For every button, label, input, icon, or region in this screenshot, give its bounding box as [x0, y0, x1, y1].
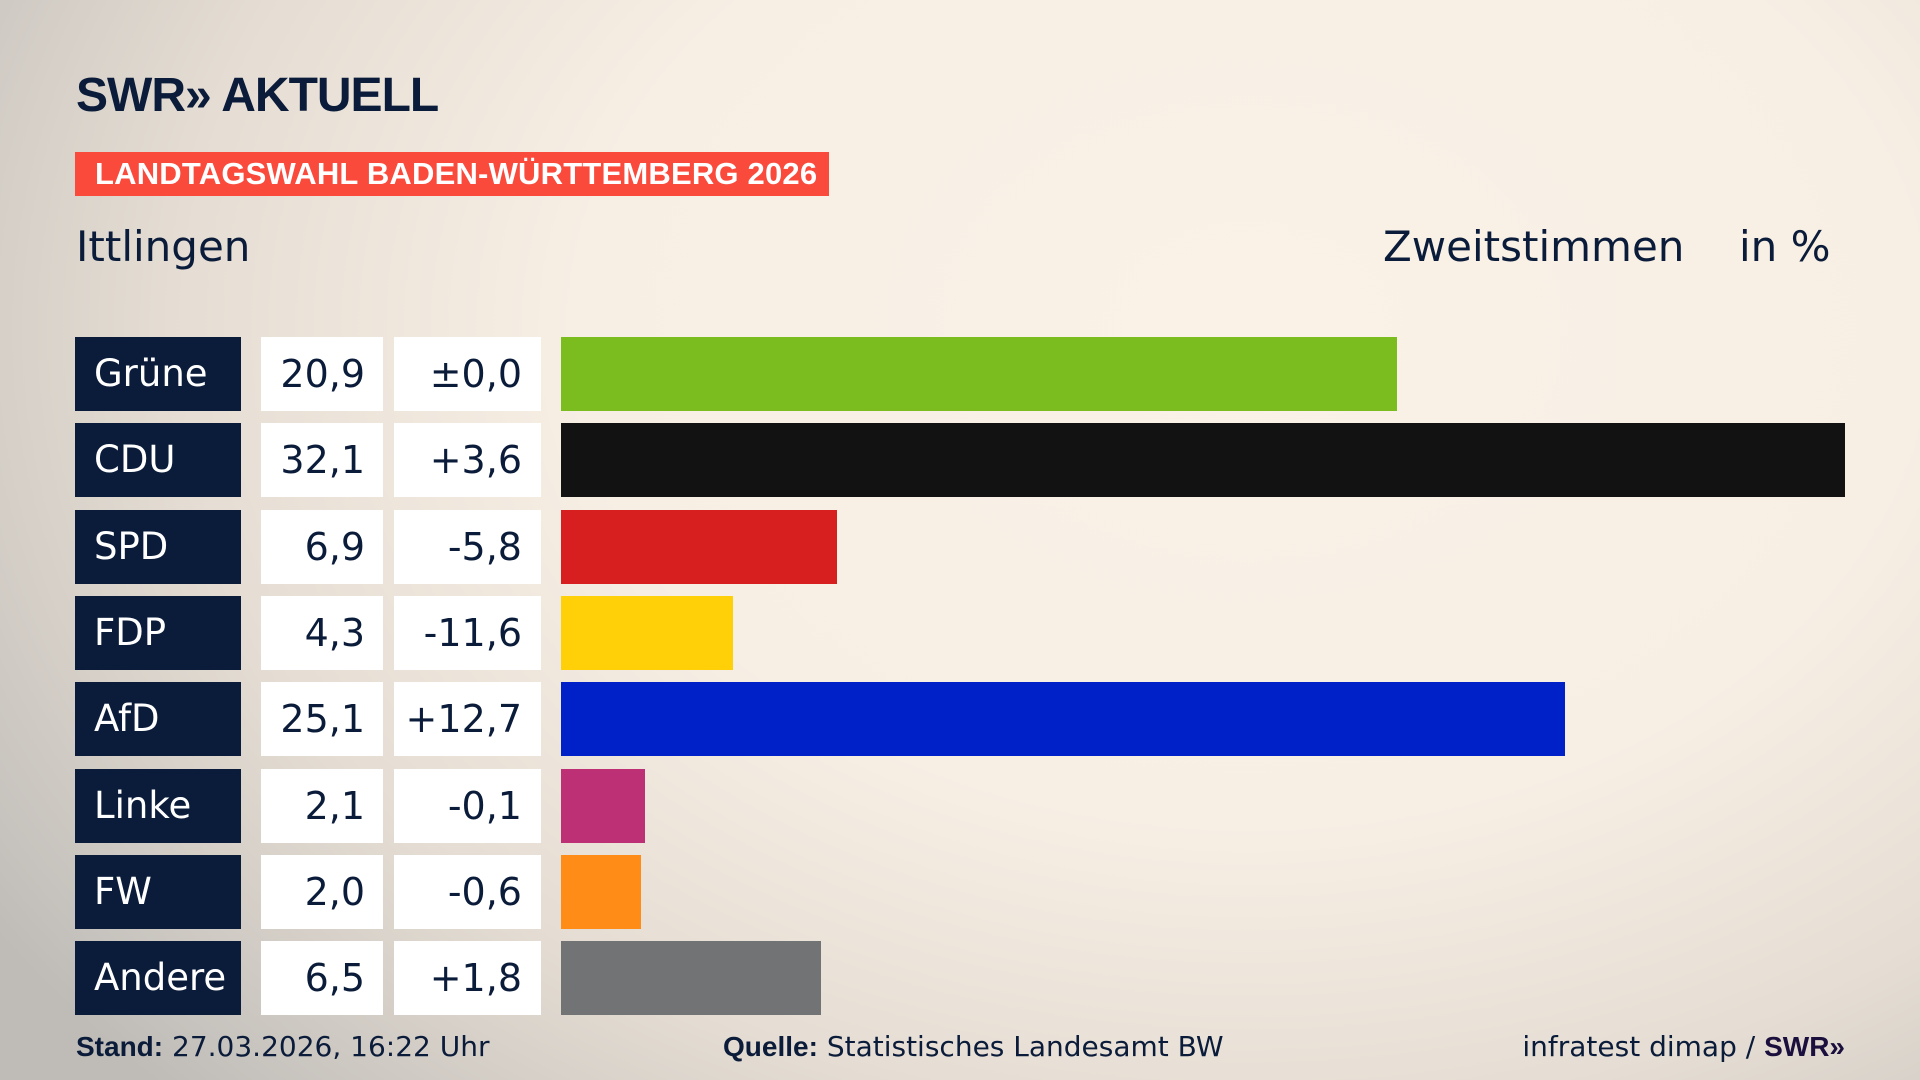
diff-label: -5,8 [394, 509, 541, 584]
bar-afd [561, 682, 1565, 757]
bar-linke [561, 768, 645, 843]
value-label: 25,1 [261, 682, 383, 757]
quelle-value: Statistisches Landesamt BW [817, 1030, 1224, 1063]
value-label: 6,9 [261, 509, 383, 584]
value-label: 6,5 [261, 941, 383, 1016]
diff-label: +3,6 [394, 423, 541, 498]
value-label: 32,1 [261, 423, 383, 498]
election-banner: LANDTAGSWAHL BADEN-WÜRTTEMBERG 2026 [75, 152, 829, 196]
stand-value: 27.03.2026, 16:22 Uhr [163, 1030, 490, 1063]
value-label: 2,0 [261, 854, 383, 929]
party-label: CDU [75, 423, 241, 498]
diff-label: ±0,0 [394, 337, 541, 411]
metric-label: Zweitstimmen [1383, 222, 1685, 271]
unit-label: in % [1739, 222, 1831, 271]
credit: infratest dimap / SWR» [1522, 1030, 1845, 1063]
diff-label: -0,6 [394, 854, 541, 929]
bar-spd [561, 509, 837, 584]
bar-andere [561, 941, 821, 1016]
diff-label: -0,1 [394, 768, 541, 843]
swr-logo: SWR» [1764, 1031, 1845, 1062]
diff-label: +12,7 [394, 682, 541, 757]
quelle-label: Quelle: [723, 1031, 818, 1062]
bar-fw [561, 854, 641, 929]
party-label: FW [75, 854, 241, 929]
value-label: 20,9 [261, 337, 383, 411]
diff-label: +1,8 [394, 941, 541, 1016]
diff-label: -11,6 [394, 595, 541, 670]
credit-text: infratest dimap / [1522, 1030, 1765, 1063]
party-label: SPD [75, 509, 241, 584]
value-label: 4,3 [261, 595, 383, 670]
bar-fdp [561, 595, 733, 670]
source: Quelle: Statistisches Landesamt BW [723, 1030, 1224, 1063]
party-label: Grüne [75, 337, 241, 411]
party-label: Linke [75, 768, 241, 843]
party-label: FDP [75, 595, 241, 670]
bar-cdu [561, 423, 1845, 498]
swr-aktuell-logo: SWR» AKTUELL [76, 69, 439, 122]
value-label: 2,1 [261, 768, 383, 843]
party-label: Andere [75, 941, 241, 1016]
stand-label: Stand: [76, 1031, 164, 1062]
party-label: AfD [75, 682, 241, 757]
region-title: Ittlingen [76, 222, 251, 271]
bar-grüne [561, 337, 1397, 411]
timestamp: Stand: 27.03.2026, 16:22 Uhr [76, 1030, 489, 1063]
